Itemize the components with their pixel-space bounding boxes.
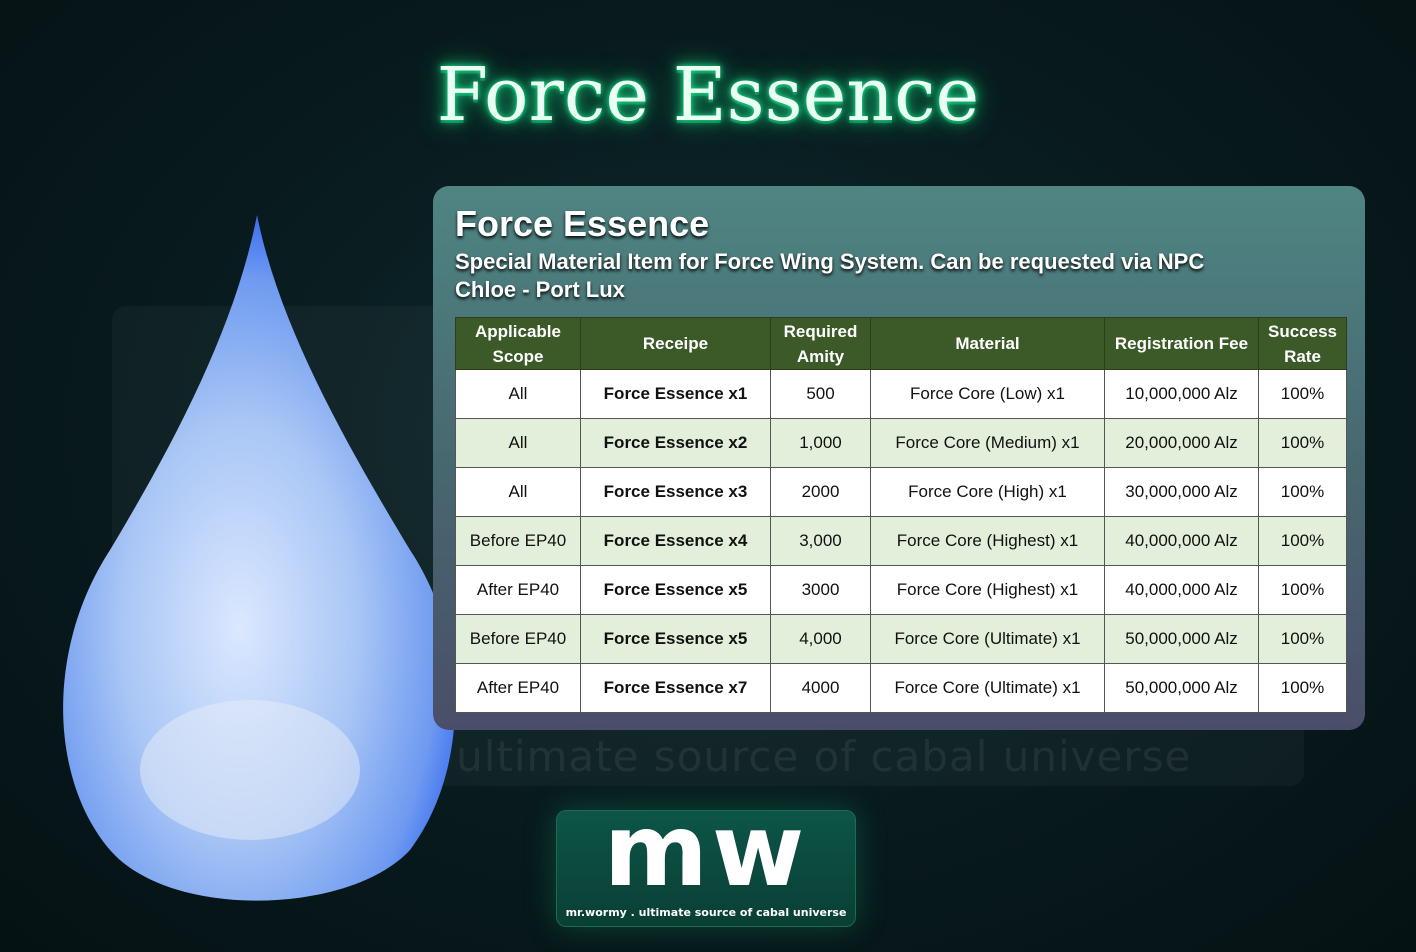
cell-success: 100%: [1258, 369, 1347, 419]
cell-material: Force Core (Ultimate) x1: [870, 614, 1105, 664]
logo-tagline: mr.wormy . ultimate source of cabal univ…: [565, 906, 847, 919]
cell-material: Force Core (Medium) x1: [870, 418, 1105, 468]
cell-scope: After EP40: [455, 663, 581, 713]
cell-receipe: Force Essence x3: [580, 467, 771, 517]
info-panel: Force Essence Special Material Item for …: [433, 186, 1365, 730]
cell-amity: 3,000: [770, 516, 871, 566]
cell-scope: After EP40: [455, 565, 581, 615]
cell-receipe: Force Essence x4: [580, 516, 771, 566]
panel-subtitle: Special Material Item for Force Wing Sys…: [455, 249, 1205, 302]
cell-amity: 4,000: [770, 614, 871, 664]
cell-material: Force Core (Highest) x1: [870, 516, 1105, 566]
cell-material: Force Core (Ultimate) x1: [870, 663, 1105, 713]
cell-amity: 3000: [770, 565, 871, 615]
table-row: Before EP40 Force Essence x4 3,000 Force Co…: [455, 516, 1347, 566]
cell-success: 100%: [1258, 467, 1347, 517]
cell-fee: 50,000,000 Alz: [1104, 663, 1259, 713]
cell-amity: 1,000: [770, 418, 871, 468]
cell-scope: All: [455, 467, 581, 517]
cell-scope: Before EP40: [455, 516, 581, 566]
cell-success: 100%: [1258, 663, 1347, 713]
table-row: All Force Essence x1 500 Force Core (Low) x…: [455, 369, 1347, 419]
cell-scope: All: [455, 418, 581, 468]
table-row: Before EP40 Force Essence x5 4,000 Force Co…: [455, 614, 1347, 664]
water-drop-image: [63, 215, 456, 901]
cell-material: Force Core (High) x1: [870, 467, 1105, 517]
cell-success: 100%: [1258, 418, 1347, 468]
cell-fee: 50,000,000 Alz: [1104, 614, 1259, 664]
header-receipe: Receipe: [580, 317, 771, 370]
header-material: Material: [870, 317, 1105, 370]
cell-fee: 10,000,000 Alz: [1104, 369, 1259, 419]
cell-receipe: Force Essence x7: [580, 663, 771, 713]
cell-fee: 30,000,000 Alz: [1104, 467, 1259, 517]
cell-amity: 500: [770, 369, 871, 419]
cell-fee: 40,000,000 Alz: [1104, 516, 1259, 566]
cell-fee: 40,000,000 Alz: [1104, 565, 1259, 615]
cell-receipe: Force Essence x5: [580, 614, 771, 664]
cell-material: Force Core (Low) x1: [870, 369, 1105, 419]
cell-success: 100%: [1258, 516, 1347, 566]
logo-mark: mw: [603, 792, 809, 909]
cell-receipe: Force Essence x1: [580, 369, 771, 419]
mw-logo: mw mr.wormy . ultimate source of cabal u…: [556, 792, 856, 927]
recipe-table: Applicable Scope Receipe Required Amity …: [455, 317, 1347, 713]
cell-material: Force Core (Highest) x1: [870, 565, 1105, 615]
cell-scope: Before EP40: [455, 614, 581, 664]
cell-receipe: Force Essence x2: [580, 418, 771, 468]
table-row: After EP40 Force Essence x5 3000 Force Core…: [455, 565, 1347, 615]
cell-scope: All: [455, 369, 581, 419]
header-success: Success Rate: [1258, 317, 1347, 370]
header-fee: Registration Fee: [1104, 317, 1259, 370]
table-row: All Force Essence x2 1,000 Force Core (Medi…: [455, 418, 1347, 468]
header-scope: Applicable Scope: [455, 317, 581, 370]
cell-success: 100%: [1258, 614, 1347, 664]
cell-receipe: Force Essence x5: [580, 565, 771, 615]
cell-success: 100%: [1258, 565, 1347, 615]
table-header-row: Applicable Scope Receipe Required Amity …: [455, 317, 1347, 370]
panel-title: Force Essence: [455, 203, 710, 244]
page-title: Force Essence: [436, 52, 980, 138]
table-row: All Force Essence x3 2000 Force Core (High)…: [455, 467, 1347, 517]
header-amity: Required Amity: [770, 317, 871, 370]
cell-amity: 4000: [770, 663, 871, 713]
cell-fee: 20,000,000 Alz: [1104, 418, 1259, 468]
cell-amity: 2000: [770, 467, 871, 517]
table-row: After EP40 Force Essence x7 4000 Force Core…: [455, 663, 1347, 713]
